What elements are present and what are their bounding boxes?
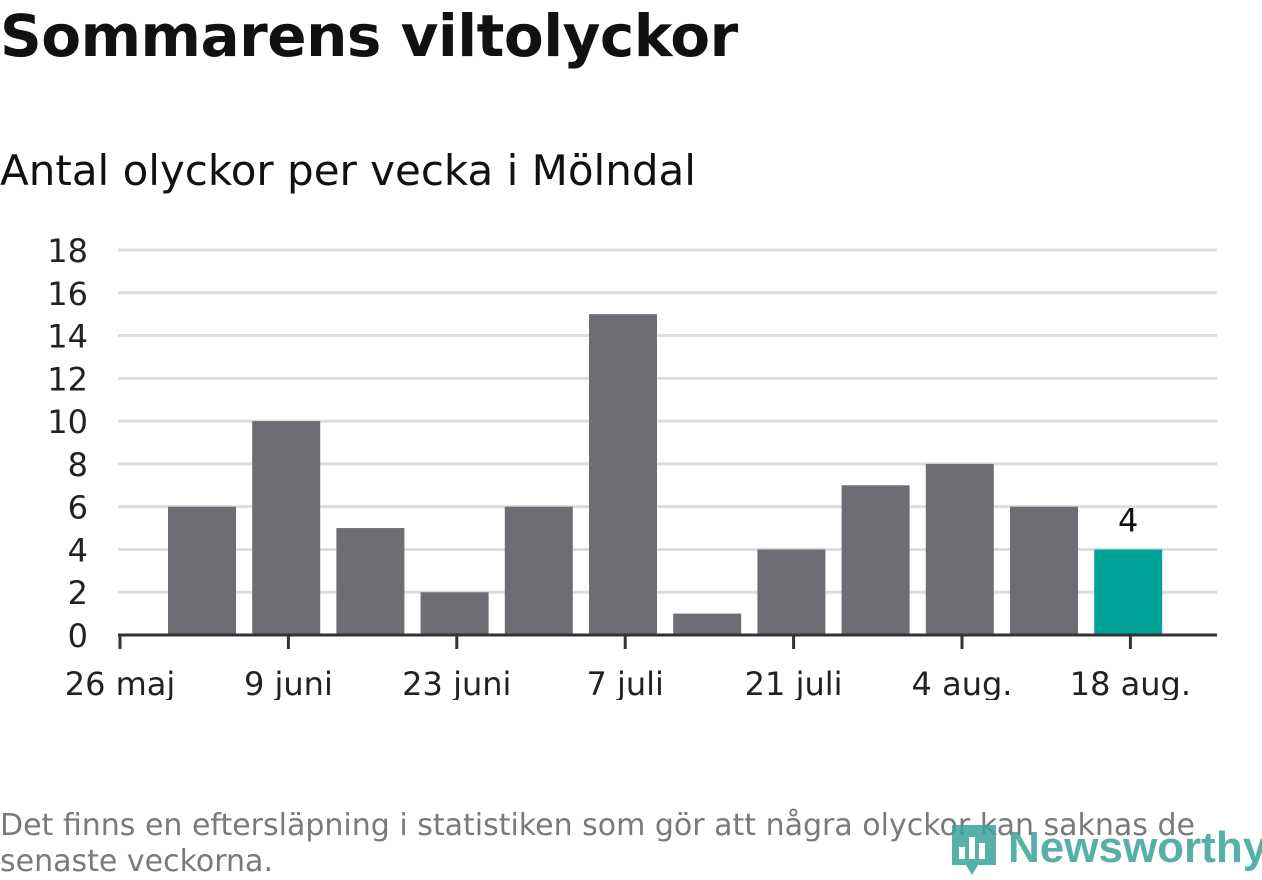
x-tick-label: 4 aug. <box>912 665 1013 700</box>
x-axis-ticks: 26 maj 9 juni 23 juni 7 juli 21 juli 4 aug. 18… <box>65 635 1191 700</box>
y-tick-label: 12 <box>47 360 88 398</box>
chart-title: Sommarens viltolyckor <box>0 2 738 70</box>
y-axis-ticks: 0 2 4 6 8 10 12 14 16 18 <box>47 232 88 655</box>
bar <box>673 613 742 635</box>
x-tick-label: 18 aug. <box>1070 665 1191 700</box>
bar <box>252 421 321 635</box>
bar <box>589 314 657 635</box>
y-tick-label: 6 <box>68 489 88 527</box>
x-tick-label: 26 maj <box>65 665 176 700</box>
bar <box>336 528 405 635</box>
x-tick-label: 23 juni <box>402 665 511 700</box>
data-labels: 4 <box>1118 501 1138 539</box>
newsworthy-logo-icon <box>952 825 996 875</box>
chart-subtitle: Antal olyckor per vecka i Mölndal <box>0 146 696 195</box>
bar <box>841 485 910 635</box>
bar-highlighted <box>1094 549 1163 635</box>
bar <box>504 506 573 635</box>
x-tick-label: 9 juni <box>244 665 333 700</box>
newsworthy-logo: Newsworthy <box>948 818 1262 878</box>
y-tick-label: 4 <box>68 531 88 569</box>
bar <box>168 506 236 635</box>
bar <box>1010 506 1078 635</box>
bar-series <box>168 314 1163 635</box>
y-tick-label: 8 <box>68 446 88 484</box>
x-tick-label: 21 juli <box>745 665 843 700</box>
y-tick-label: 10 <box>47 403 88 441</box>
y-tick-label: 0 <box>68 617 88 655</box>
bar <box>757 549 826 635</box>
y-tick-label: 18 <box>47 232 88 270</box>
bar-chart: 4 0 2 4 6 8 10 12 14 16 18 26 maj 9 juni 23 juni 7 j… <box>47 232 1217 700</box>
logo-text: Newsworthy <box>1008 823 1262 872</box>
y-tick-label: 14 <box>47 318 88 356</box>
bar <box>925 463 994 635</box>
bar <box>420 592 489 635</box>
y-tick-label: 16 <box>47 275 88 313</box>
x-tick-label: 7 juli <box>586 665 663 700</box>
y-tick-label: 2 <box>68 574 88 612</box>
data-label: 4 <box>1118 501 1138 539</box>
